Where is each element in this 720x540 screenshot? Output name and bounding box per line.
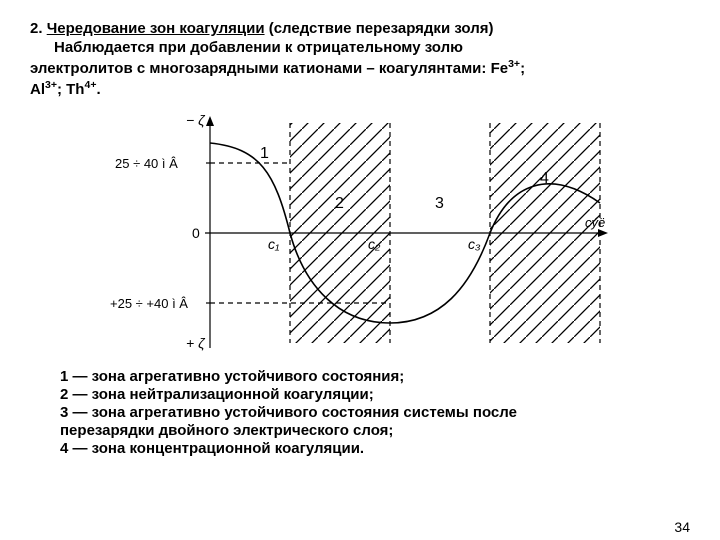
- svg-text:cýë: cýë: [585, 215, 605, 230]
- svg-text:3: 3: [435, 195, 444, 212]
- title-sup3: 4+: [84, 79, 96, 91]
- title-number: 2.: [30, 20, 43, 37]
- svg-text:c₃: c₃: [468, 236, 481, 252]
- chart-svg: − ζ + ζ 0 25 ÷ 40 ì Â +25 ÷ +40 ì Â c₁ c₂ c₃ cýë…: [110, 113, 610, 353]
- title-line-4a: Al: [30, 81, 45, 98]
- legend-2: 2 — зона нейтрализационной коагуляции;: [60, 386, 690, 403]
- title-sup1: 3+: [508, 58, 520, 70]
- legend-1: 1 — зона агрегативно устойчивого состоян…: [60, 368, 690, 385]
- title-line-2: Наблюдается при добавлении к отрицательн…: [54, 39, 690, 56]
- page-number: 34: [674, 519, 690, 535]
- svg-text:+25 ÷ +40 ì Â: +25 ÷ +40 ì Â: [110, 296, 188, 311]
- title-block: 2. Чередование зон коагуляции (следствие…: [30, 20, 690, 98]
- title-rest: (следствие перезарядки золя): [265, 20, 494, 37]
- title-line-4c: .: [96, 81, 100, 98]
- legend-3b: перезарядки двойного электрического слоя…: [60, 422, 690, 439]
- title-underlined: Чередование зон коагуляции: [47, 20, 265, 37]
- svg-text:4: 4: [540, 170, 549, 187]
- svg-text:1: 1: [260, 145, 269, 162]
- svg-text:c₁: c₁: [268, 236, 280, 252]
- title-line-3a: электролитов с многозарядными катионами …: [30, 60, 508, 77]
- svg-text:+ ζ: + ζ: [186, 335, 206, 351]
- legend-3a: 3 — зона агрегативно устойчивого состоян…: [60, 404, 690, 421]
- svg-text:c₂: c₂: [368, 236, 381, 252]
- title-sup2: 3+: [45, 79, 57, 91]
- legend-4: 4 — зона концентрационной коагуляции.: [60, 440, 690, 457]
- svg-text:0: 0: [192, 225, 200, 241]
- svg-text:25 ÷ 40 ì Â: 25 ÷ 40 ì Â: [115, 156, 178, 171]
- title-line-3b: ;: [520, 60, 525, 77]
- svg-text:− ζ: − ζ: [186, 113, 206, 128]
- svg-text:2: 2: [335, 195, 344, 212]
- title-line-4b: ; Th: [57, 81, 85, 98]
- coagulation-zones-chart: − ζ + ζ 0 25 ÷ 40 ì Â +25 ÷ +40 ì Â c₁ c₂ c₃ cýë…: [110, 113, 610, 353]
- legend-block: 1 — зона агрегативно устойчивого состоян…: [60, 368, 690, 457]
